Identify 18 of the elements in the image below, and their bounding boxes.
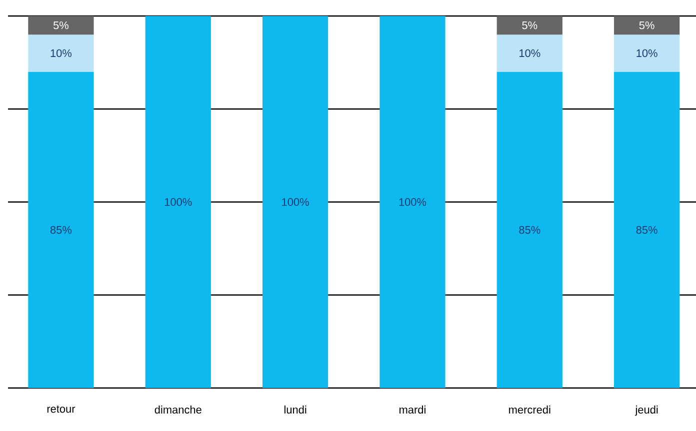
data-label: 10% bbox=[50, 49, 72, 58]
data-label: 85% bbox=[636, 226, 658, 234]
x-tick-label: jeudi bbox=[634, 406, 658, 416]
x-tick-label: mercredi bbox=[509, 406, 550, 414]
x-tick-label: dimanche bbox=[154, 406, 202, 414]
data-label: 85% bbox=[519, 226, 540, 234]
data-label: 100% bbox=[164, 198, 192, 206]
x-tick-label: mardi bbox=[400, 406, 426, 414]
data-label: 10% bbox=[636, 49, 658, 58]
data-label: 5% bbox=[53, 21, 68, 30]
data-label: 5% bbox=[639, 21, 654, 30]
data-label: 100% bbox=[399, 198, 426, 206]
x-tick-label: lundi bbox=[284, 406, 306, 414]
data-label: 10% bbox=[519, 49, 540, 58]
data-label: 85% bbox=[50, 226, 72, 234]
data-label: 5% bbox=[522, 21, 538, 30]
x-tick-label: retour bbox=[47, 406, 76, 413]
data-label: 100% bbox=[282, 198, 309, 206]
